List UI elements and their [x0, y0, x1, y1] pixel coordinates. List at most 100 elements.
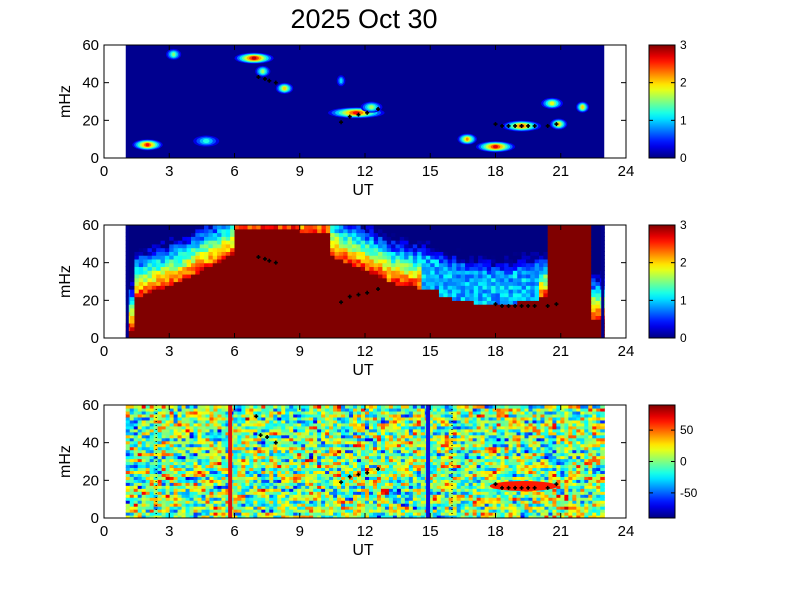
- marker-16: [545, 123, 550, 128]
- marker-1: [262, 76, 267, 81]
- marker-15: [532, 485, 537, 490]
- y-axis-label: mHz: [57, 85, 74, 118]
- x-tick-label: 12: [357, 523, 374, 540]
- marker-13: [519, 303, 524, 308]
- vertical-line-1: [426, 405, 431, 518]
- x-tick-label: 9: [296, 523, 304, 540]
- marker-12: [513, 485, 518, 490]
- x-tick-label: 24: [618, 163, 635, 180]
- y-tick-label: 60: [82, 397, 99, 414]
- marker-8: [376, 467, 381, 472]
- y-tick-label: 0: [91, 330, 99, 347]
- y-axis-label: mHz: [57, 265, 74, 298]
- y-tick-label: 40: [82, 255, 99, 272]
- marker-10: [500, 303, 505, 308]
- x-tick-label: 18: [487, 523, 504, 540]
- marker-10: [500, 485, 505, 490]
- marker-16: [545, 485, 550, 490]
- spectrogram-image: [125, 225, 605, 338]
- marker-6: [356, 112, 361, 117]
- marker-11: [506, 485, 511, 490]
- x-tick-label: 3: [165, 163, 173, 180]
- colorbar-tick-label: -50: [680, 486, 698, 500]
- y-tick-label: 60: [82, 217, 99, 234]
- marker-10: [500, 123, 505, 128]
- x-tick-label: 9: [296, 343, 304, 360]
- marker-1: [262, 256, 267, 261]
- colorbar-tick-label: 0: [680, 331, 687, 345]
- marker-5: [347, 114, 352, 119]
- blob-4-4: [261, 69, 265, 74]
- marker-3: [273, 260, 278, 265]
- marker-17: [554, 482, 559, 487]
- x-tick-label: 15: [422, 343, 439, 360]
- colorbar-tick-label: 0: [680, 455, 687, 469]
- x-tick-label: 21: [552, 523, 569, 540]
- marker-7: [365, 290, 370, 295]
- marker-9: [493, 122, 498, 127]
- x-tick-label: 6: [230, 163, 238, 180]
- x-tick-label: 21: [552, 343, 569, 360]
- spectrogram-image: [125, 405, 605, 518]
- x-tick-label: 9: [296, 163, 304, 180]
- marker-3: [273, 440, 278, 445]
- y-tick-label: 40: [82, 435, 99, 452]
- marker-2: [267, 78, 272, 83]
- marker-14: [526, 485, 531, 490]
- colorbar-frame: [648, 44, 676, 159]
- marker-9: [493, 302, 498, 307]
- y-axis-label: mHz: [57, 445, 74, 478]
- x-axis-label: UT: [352, 362, 374, 379]
- x-tick-label: 0: [100, 343, 108, 360]
- x-tick-label: 18: [487, 163, 504, 180]
- marker-4: [339, 300, 344, 305]
- colorbar-tick-label: 3: [680, 38, 687, 52]
- marker-8: [376, 107, 381, 112]
- y-tick-label: 0: [91, 510, 99, 527]
- y-tick-label: 40: [82, 75, 99, 92]
- blob-11-5: [557, 122, 561, 126]
- marker-5: [347, 294, 352, 299]
- marker-6: [356, 472, 361, 477]
- colorbar-tick-label: 0: [680, 151, 687, 165]
- marker-5: [347, 474, 352, 479]
- y-tick-label: 60: [82, 37, 99, 54]
- x-tick-label: 24: [618, 343, 635, 360]
- marker-7: [365, 470, 370, 475]
- marker-0: [256, 75, 261, 80]
- blob-5-5: [283, 86, 286, 91]
- edge-strip-left: [125, 225, 129, 338]
- marker-7: [365, 110, 370, 115]
- marker-12: [513, 303, 518, 308]
- x-tick-label: 3: [165, 523, 173, 540]
- marker-11: [506, 123, 511, 128]
- marker-16: [545, 303, 550, 308]
- blob-12-4: [549, 101, 555, 106]
- marker-15: [532, 303, 537, 308]
- x-tick-label: 21: [552, 163, 569, 180]
- colorbar: [649, 225, 675, 338]
- marker-1: [258, 433, 263, 438]
- marker-13: [519, 123, 524, 128]
- x-tick-label: 12: [357, 343, 374, 360]
- colorbar: [649, 405, 675, 518]
- marker-0: [254, 414, 259, 419]
- x-tick-label: 12: [357, 163, 374, 180]
- blob-9-7: [493, 145, 498, 149]
- vertical-line-0: [228, 405, 233, 518]
- blob-2-3: [202, 138, 210, 144]
- colorbar-tick-label: 1: [680, 293, 687, 307]
- blob-1-4: [172, 52, 176, 57]
- marker-6: [356, 292, 361, 297]
- colorbar-frame: [648, 224, 676, 339]
- marker-14: [526, 123, 531, 128]
- marker-8: [376, 287, 381, 292]
- marker-2: [265, 435, 270, 440]
- y-tick-label: 20: [82, 112, 99, 129]
- marker-12: [513, 123, 518, 128]
- marker-15: [532, 123, 537, 128]
- x-axis-label: UT: [352, 542, 374, 559]
- marker-4: [339, 120, 344, 125]
- blob-8-6: [465, 137, 469, 141]
